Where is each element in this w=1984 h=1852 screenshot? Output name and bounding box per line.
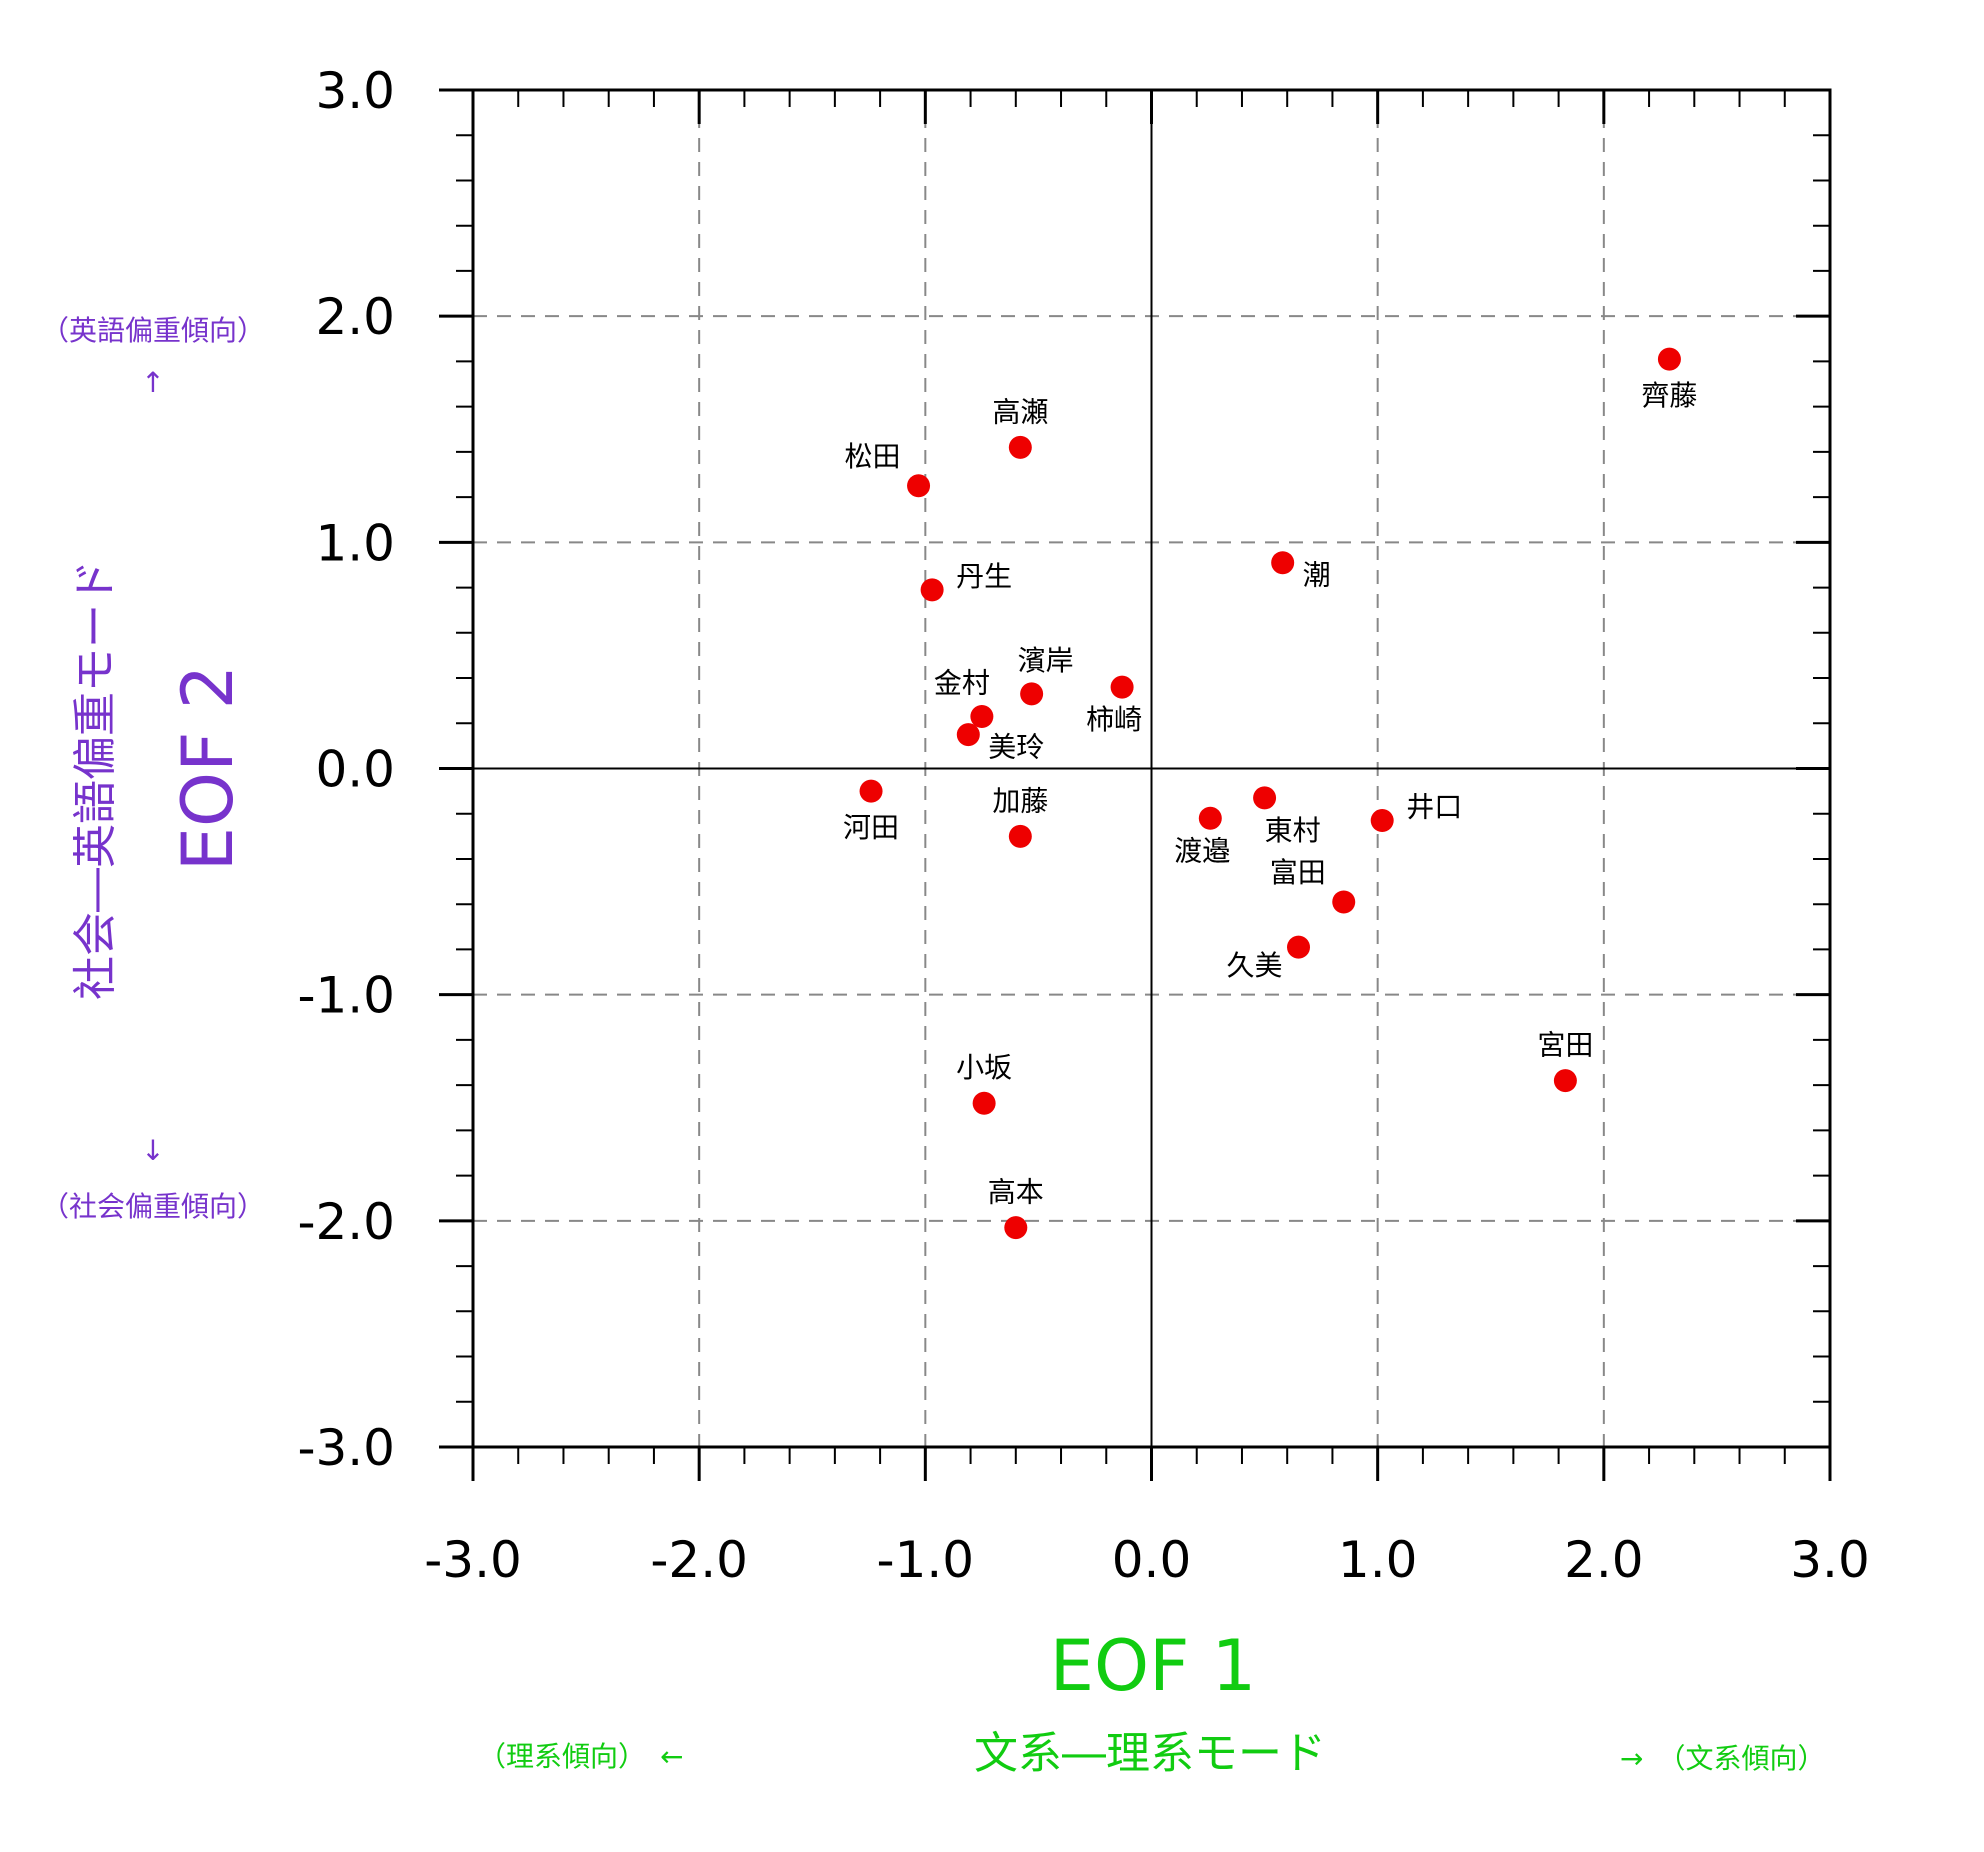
data-point — [1110, 675, 1134, 699]
y-negative-hint: （社会偏重傾向） — [41, 1190, 265, 1223]
data-point — [1553, 1069, 1577, 1093]
y-positive-arrow: ↑ — [141, 366, 164, 399]
point-label: 久美 — [1226, 949, 1282, 982]
point-label: 河田 — [843, 811, 899, 844]
y-tick-label: -1.0 — [297, 967, 395, 1025]
point-label: 小坂 — [956, 1051, 1012, 1084]
data-point — [1008, 435, 1032, 459]
point-label: 富田 — [1270, 856, 1326, 889]
data-point — [907, 474, 931, 498]
y-tick-label: 2.0 — [315, 288, 395, 346]
point-label: 柿崎 — [1086, 703, 1142, 736]
x-positive-hint: → （文系傾向） — [1620, 1742, 1825, 1775]
data-point — [1332, 890, 1356, 914]
y-positive-hint: （英語偏重傾向） — [41, 314, 265, 347]
x-tick-label: -1.0 — [877, 1531, 975, 1589]
data-point — [972, 1091, 996, 1115]
point-label: 松田 — [845, 440, 901, 473]
x-tick-label: 2.0 — [1564, 1531, 1644, 1589]
point-label: 渡邉 — [1174, 834, 1230, 867]
y-negative-arrow: ↓ — [141, 1134, 164, 1167]
data-point — [1004, 1216, 1028, 1240]
data-point — [1287, 935, 1311, 959]
data-point — [1253, 786, 1277, 810]
x-tick-label: 1.0 — [1338, 1531, 1418, 1589]
x-axis-label: EOF 1 — [1050, 1625, 1256, 1707]
data-point — [970, 704, 994, 728]
data-point — [956, 723, 980, 747]
y-tick-label: -3.0 — [297, 1419, 395, 1477]
x-tick-label: 3.0 — [1790, 1531, 1870, 1589]
point-label: 高本 — [988, 1176, 1044, 1209]
point-label: 加藤 — [992, 784, 1048, 817]
point-label: 高瀬 — [992, 395, 1048, 428]
x-tick-label: -3.0 — [424, 1531, 522, 1589]
y-tick-label: 3.0 — [315, 62, 395, 120]
point-label: 美玲 — [988, 731, 1044, 764]
point-label: 丹生 — [956, 560, 1012, 593]
data-point — [1020, 682, 1044, 706]
y-tick-label: -2.0 — [297, 1193, 395, 1251]
y-axis-label: EOF 2 — [167, 665, 249, 871]
data-point — [859, 779, 883, 803]
axis-ticks — [439, 88, 1832, 1481]
data-point — [1370, 809, 1394, 833]
data-point — [1657, 347, 1681, 371]
y-tick-label: 0.0 — [315, 741, 395, 799]
point-label: 宮田 — [1537, 1029, 1593, 1062]
x-tick-label: -2.0 — [650, 1531, 748, 1589]
data-point — [1198, 806, 1222, 830]
data-point — [1008, 824, 1032, 848]
zero-axes — [473, 90, 1830, 1447]
data-point — [1271, 551, 1295, 575]
point-label: 齊藤 — [1641, 379, 1697, 412]
point-label: 潮 — [1303, 559, 1331, 592]
y-mode-label: 社会―英語偏重モード — [70, 560, 121, 1000]
x-mode-label: 文系―理系モード — [974, 1728, 1326, 1779]
point-label: 東村 — [1265, 814, 1321, 847]
x-negative-hint: （理系傾向） ← — [478, 1740, 683, 1773]
data-point — [920, 578, 944, 602]
data-points — [859, 347, 1681, 1240]
tick-labels: -3.0 -3.0 -2.0 -2.0 -1.0 -1.0 0.0 0.0 1.0 1.0 2.0 2… — [297, 62, 1869, 1589]
x-tick-label: 0.0 — [1112, 1531, 1192, 1589]
point-label: 井口 — [1406, 791, 1462, 824]
y-tick-label: 1.0 — [315, 514, 395, 572]
point-label: 金村 — [934, 666, 990, 699]
point-label: 濱岸 — [1018, 644, 1074, 677]
